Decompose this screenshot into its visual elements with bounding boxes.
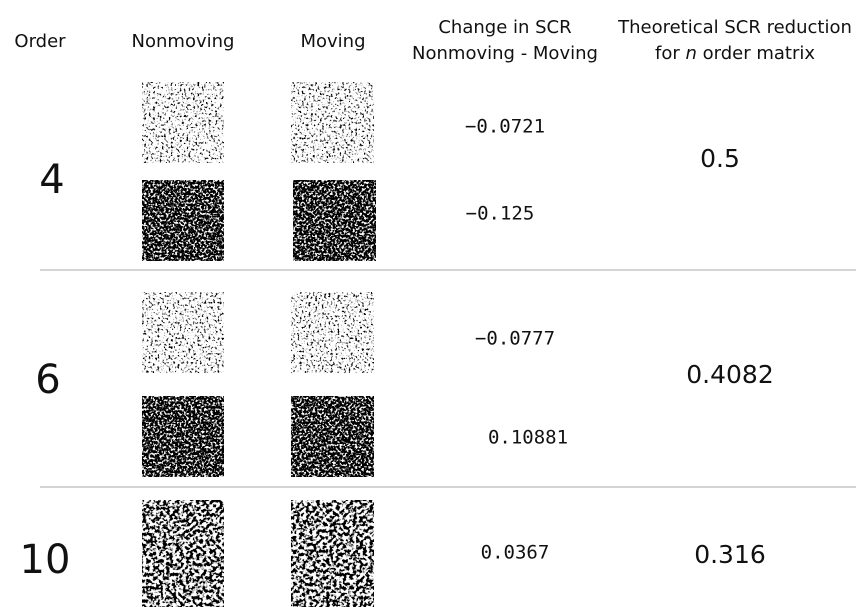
order-label: 6 — [35, 357, 60, 403]
order-label: 4 — [39, 157, 64, 203]
header-order: Order — [14, 31, 66, 52]
theoretical-value: 0.316 — [694, 540, 766, 569]
change-value: 0.0367 — [481, 542, 550, 564]
speckle-image — [291, 292, 374, 373]
change-value: −0.0721 — [465, 116, 545, 138]
header-change: Change in SCR — [438, 17, 571, 38]
header-change: Nonmoving - Moving — [412, 43, 598, 64]
speckle-image — [142, 180, 224, 261]
change-value: −0.125 — [466, 203, 535, 225]
header-italic: n — [685, 43, 696, 64]
speckle-image — [293, 180, 376, 261]
header-moving: Moving — [300, 31, 365, 52]
change-value: 0.10881 — [488, 427, 568, 449]
order-label: 10 — [20, 537, 71, 583]
speckle-image — [291, 82, 374, 163]
speckle-image — [142, 396, 224, 477]
speckle-image — [142, 500, 224, 607]
speckle-image — [291, 396, 374, 477]
header-theoretical: for n order matrix — [655, 43, 815, 64]
header-nonmoving: Nonmoving — [132, 31, 235, 52]
theoretical-value: 0.5 — [700, 144, 740, 173]
speckle-image — [142, 82, 224, 163]
header-text: order matrix — [697, 43, 815, 64]
speckle-image — [142, 292, 224, 373]
theoretical-value: 0.4082 — [686, 360, 773, 389]
header-theoretical: Theoretical SCR reduction — [617, 17, 852, 38]
figure: Order Nonmoving Moving Change in SCR Non… — [0, 0, 864, 607]
speckle-image — [291, 500, 374, 607]
header-text: for — [655, 43, 685, 64]
change-value: −0.0777 — [475, 328, 555, 350]
